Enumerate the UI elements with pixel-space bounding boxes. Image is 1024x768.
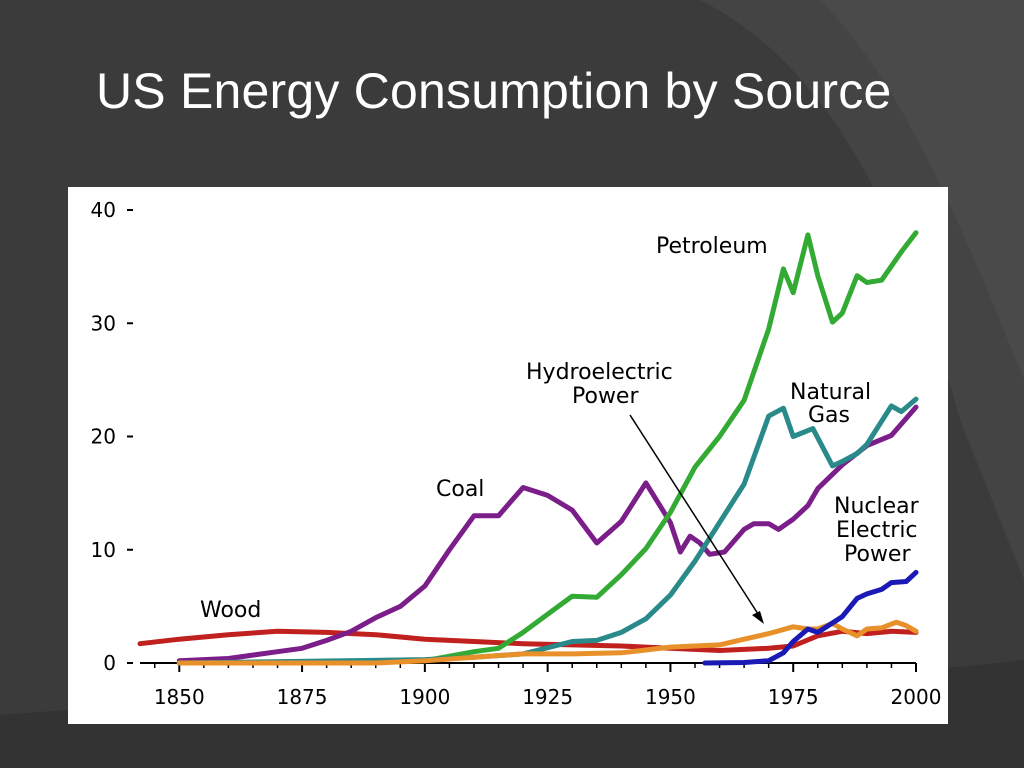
label-wood: Wood bbox=[200, 598, 261, 623]
y-tick-label: 10 bbox=[91, 538, 116, 562]
series-line-wood bbox=[137, 628, 919, 653]
x-tick-label: 1875 bbox=[277, 685, 328, 709]
chart-annotations: Petroleum Hydroelectric Power Natural Ga… bbox=[200, 234, 920, 624]
slide-title: US Energy Consumption by Source bbox=[96, 63, 892, 119]
x-tick-label: 1850 bbox=[154, 685, 205, 709]
label-nuclear-line2: Electric bbox=[836, 518, 918, 543]
chart-series bbox=[137, 230, 919, 666]
y-tick-label: 20 bbox=[91, 425, 116, 449]
series-line-nuclear bbox=[702, 569, 919, 666]
x-tick-label: 1925 bbox=[522, 685, 573, 709]
label-gas-line2: Gas bbox=[808, 403, 850, 428]
series-line-hydroelectric bbox=[176, 619, 919, 666]
chart-panel: 0 10 20 30 40 1850 1875 1900 1925 1950 1975 2000 Pe… bbox=[68, 187, 948, 724]
label-nuclear-line1: Nuclear bbox=[834, 494, 920, 519]
label-hydro-line2: Power bbox=[572, 384, 639, 409]
y-tick-label: 40 bbox=[91, 198, 116, 222]
y-tick-label: 0 bbox=[103, 651, 116, 675]
label-hydro-line1: Hydroelectric bbox=[526, 360, 673, 385]
label-gas-line1: Natural bbox=[790, 380, 871, 405]
label-coal: Coal bbox=[436, 477, 484, 502]
series-line-natural_gas bbox=[176, 396, 919, 666]
x-tick-label: 1975 bbox=[768, 685, 819, 709]
x-tick-label: 1950 bbox=[645, 685, 696, 709]
hydro-pointer-arrow bbox=[629, 414, 764, 624]
label-nuclear-line3: Power bbox=[844, 542, 911, 567]
label-petroleum: Petroleum bbox=[656, 234, 768, 259]
x-tick-label: 1900 bbox=[399, 685, 450, 709]
y-tick-label: 30 bbox=[91, 311, 116, 335]
x-tick-label: 2000 bbox=[891, 685, 942, 709]
series-line-coal bbox=[176, 404, 919, 664]
chart-axes: 0 10 20 30 40 1850 1875 1900 1925 1950 1975 2000 bbox=[91, 198, 942, 709]
series-line-petroleum bbox=[176, 230, 919, 666]
energy-line-chart: 0 10 20 30 40 1850 1875 1900 1925 1950 1975 2000 Pe… bbox=[91, 198, 942, 709]
